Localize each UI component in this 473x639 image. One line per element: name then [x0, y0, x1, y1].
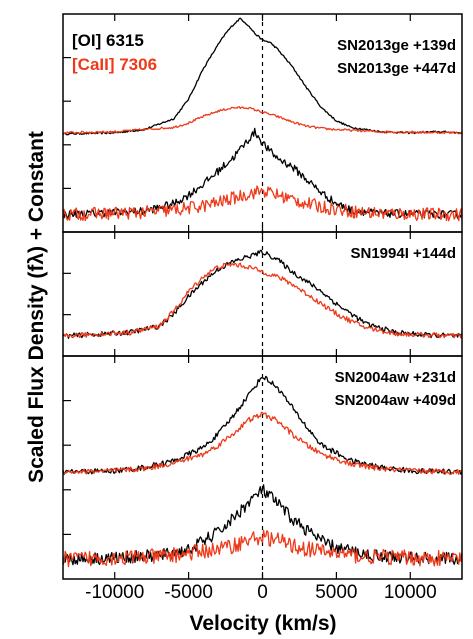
x-tick-label: -10000: [85, 582, 144, 603]
series-1-4-line: [63, 185, 462, 222]
series-1-3-line: [63, 127, 462, 219]
series-3-1-line: [63, 375, 462, 475]
panel-1-label-1: SN2013ge +139d: [337, 37, 456, 54]
series-3-4-line: [63, 529, 462, 568]
panel-3-label-2: SN2004aw +409d: [335, 392, 456, 409]
legend-entry-oi: [OI] 6315: [72, 31, 144, 50]
panel-3-series: [63, 375, 462, 568]
series-1-2-line: [63, 106, 462, 135]
panel-1-series: [63, 17, 462, 222]
series-3-2-line: [63, 411, 462, 475]
series-layer: [63, 17, 462, 568]
series-2-1-line: [63, 249, 462, 339]
legend-entry-caii: [CaII] 7306: [72, 55, 157, 74]
panel-2-series: [63, 249, 462, 339]
panel-3-label-1: SN2004aw +231d: [335, 369, 456, 386]
x-axis-title: Velocity (km/s): [189, 612, 336, 635]
panel-2-label-1: SN1994I +144d: [351, 245, 457, 262]
x-tick-labels: -10000 -5000 0 5000 10000: [85, 582, 437, 603]
x-tick-label: 0: [257, 582, 268, 603]
x-tick-label: 5000: [315, 582, 357, 603]
panel-1-label-2: SN2013ge +447d: [337, 60, 456, 77]
x-tick-label: 10000: [384, 582, 437, 603]
frame-layer: [62, 13, 463, 580]
series-2-2-line: [63, 262, 462, 339]
x-tick-label: -5000: [164, 582, 213, 603]
y-axis-title: Scaled Flux Density (fλ) + Constant: [25, 131, 48, 483]
